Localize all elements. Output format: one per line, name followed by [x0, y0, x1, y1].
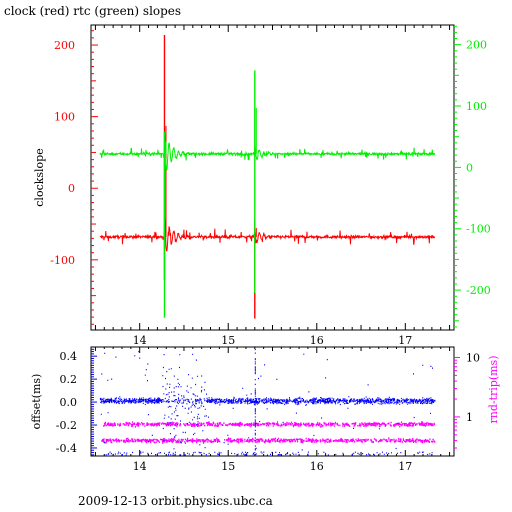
- x-tick-label: 14: [133, 334, 147, 347]
- x-tick-label: 16: [310, 460, 324, 473]
- rnd-trip-points: [101, 421, 436, 444]
- y-tick-label-left: -0.2: [56, 419, 77, 432]
- y-tick-label-left: 200: [54, 39, 75, 52]
- plot-frame-top: [90, 24, 455, 331]
- chart-title: clock (red) rtc (green) slopes: [4, 4, 182, 18]
- y-tick-label-right: 200: [466, 39, 487, 52]
- y-tick-label-right: 1: [466, 411, 473, 424]
- y-tick-label-left: 0.2: [60, 373, 78, 386]
- y-axis-label-left: clockslope: [33, 148, 46, 206]
- y-axis-label-left: offset(ms): [30, 374, 43, 430]
- x-tick-label: 15: [221, 334, 235, 347]
- x-tick-label: 17: [398, 460, 412, 473]
- offset-points: [99, 346, 436, 456]
- y-tick-label-left: 0.4: [60, 350, 78, 363]
- y-tick-label-right: -200: [466, 284, 491, 297]
- y-tick-label-left: 0: [68, 182, 75, 195]
- series-line-green: [99, 132, 435, 171]
- series-line-red: [99, 218, 435, 252]
- x-tick-label: 16: [310, 334, 324, 347]
- y-tick-label-left: 100: [54, 111, 75, 124]
- y-tick-label-left: -100: [50, 254, 75, 267]
- x-tick-label: 14: [133, 460, 147, 473]
- y-tick-label-right: -100: [466, 223, 491, 236]
- y-tick-label-right: 10: [466, 351, 480, 364]
- x-tick-label: 15: [221, 460, 235, 473]
- footer-text: 2009-12-13 orbit.physics.ubc.ca: [78, 494, 273, 508]
- y-tick-label-right: 100: [466, 100, 487, 113]
- y-tick-label-left: -0.4: [56, 442, 77, 455]
- y-axis-label-right: rnd-trip(ms): [487, 356, 500, 424]
- x-tick-label: 17: [398, 334, 412, 347]
- y-tick-label-left: 0.0: [60, 396, 78, 409]
- y-tick-label-right: 0: [466, 161, 473, 174]
